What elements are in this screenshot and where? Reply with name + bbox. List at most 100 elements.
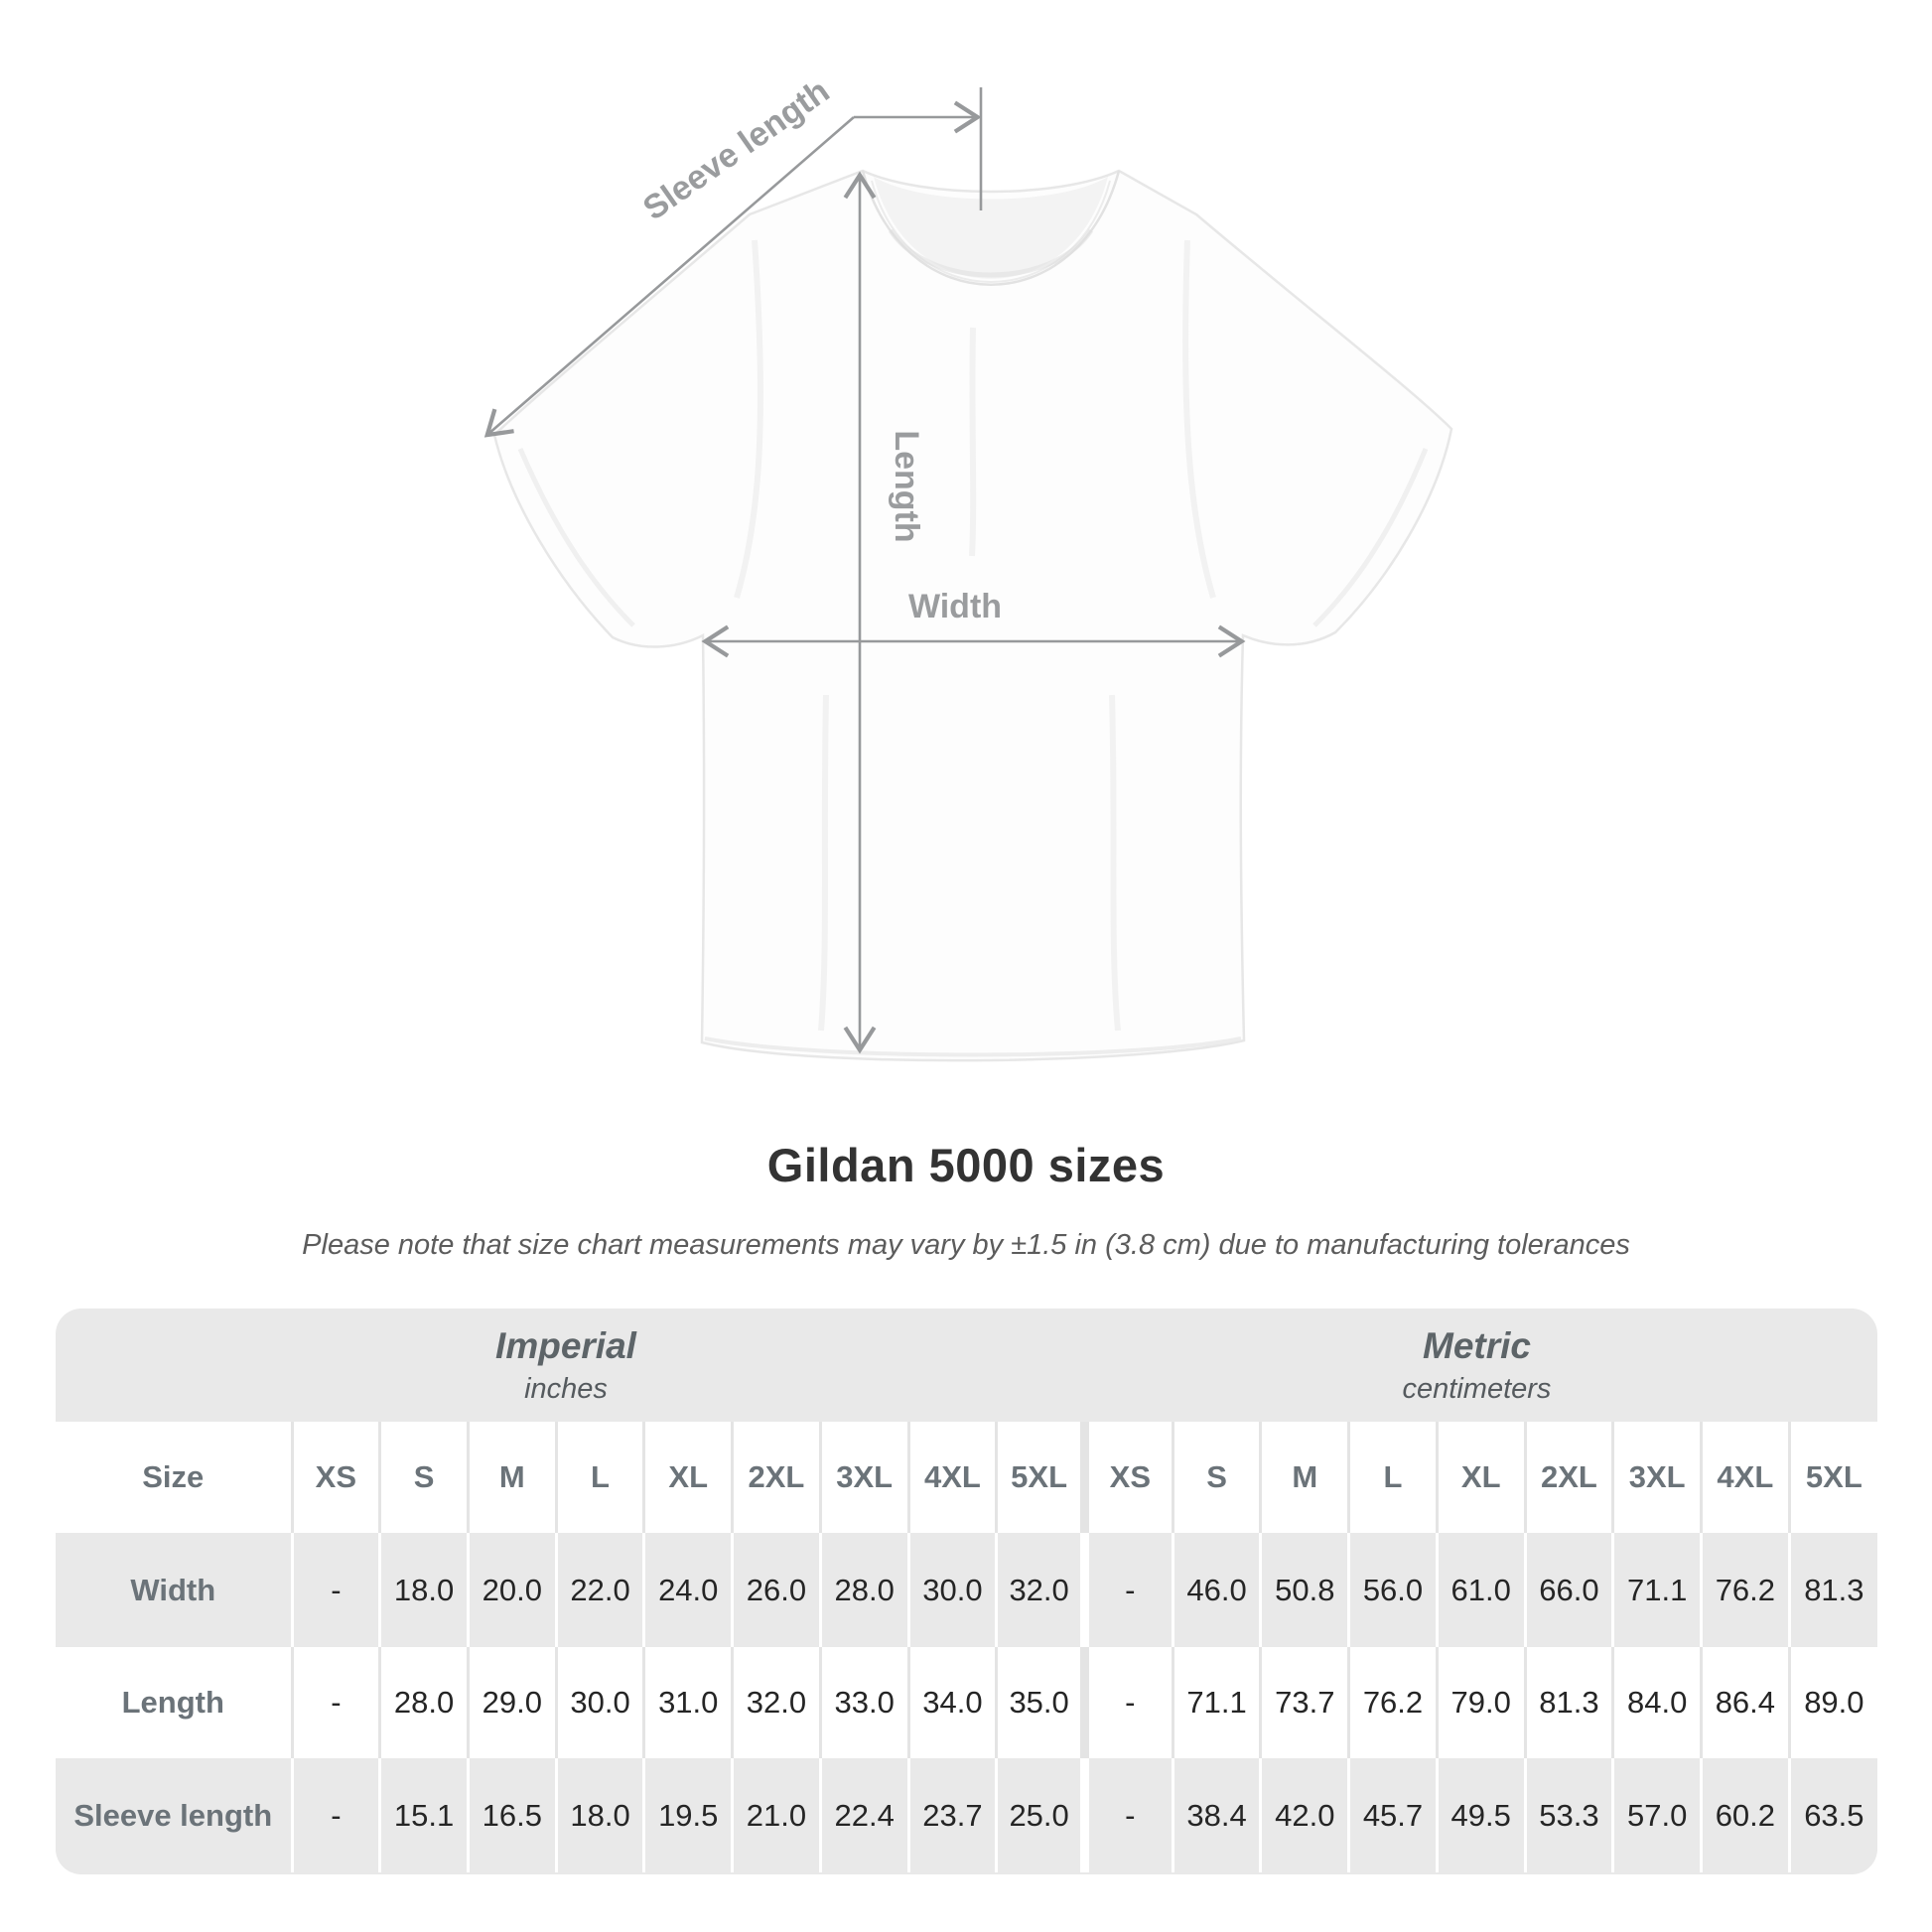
fabric-folds [734,239,1216,1032]
measurement-cell: 28.0 [818,1533,909,1647]
row-label: Length [56,1647,292,1758]
length-label: Length [888,430,925,542]
measurement-cell: 50.8 [1259,1533,1349,1647]
measurement-cell: 32.0 [995,1533,1085,1647]
measurement-cell: 18.0 [378,1533,469,1647]
size-header-cell: M [1259,1422,1349,1533]
measurement-cell: 76.2 [1347,1647,1438,1758]
size-header-cell: 4XL [906,1422,997,1533]
measurement-cell: - [1079,1533,1173,1647]
width-label: Width [908,588,1002,625]
table-body: Width -18.0 20.0 22.0 24.0 26.0 28.0 30.0 32.0-4… [56,1533,1877,1872]
measurement-cell: 71.1 [1171,1647,1261,1758]
measurement-cell: 73.7 [1259,1647,1349,1758]
measurement-cell: 34.0 [906,1647,997,1758]
measurement-cell: - [290,1647,380,1758]
measurement-cell: - [1079,1647,1173,1758]
measurement-cell: 19.5 [642,1758,733,1872]
measurements-table: Size XS S M L XL 2XL 3XL 4XL 5XL XS S M L XL 2XL 3XL 4XL… [56,1422,1877,1872]
measurement-cell: 22.0 [554,1533,644,1647]
measurement-cell: 79.0 [1435,1647,1526,1758]
measurement-cell: 60.2 [1700,1758,1790,1872]
collar-opening [874,177,1108,279]
size-header-cell: M [466,1422,557,1533]
measurement-cell: 28.0 [378,1647,469,1758]
row-label: Sleeve length [56,1758,292,1872]
measurement-cell: - [290,1758,380,1872]
unit-band: Imperial inches Metric centimeters [56,1309,1877,1422]
measurement-cell: 24.0 [642,1533,733,1647]
size-header-cell: XS [1079,1422,1173,1533]
measurement-cell: 32.0 [731,1647,821,1758]
sleeve-length-arrow [483,87,983,438]
measurement-cell: 42.0 [1259,1758,1349,1872]
measurement-cell: - [1079,1758,1173,1872]
measurement-cell: 38.4 [1171,1758,1261,1872]
measurement-cell: 86.4 [1700,1647,1790,1758]
size-header-cell: S [378,1422,469,1533]
size-header-cell: 2XL [731,1422,821,1533]
measurement-cell: 61.0 [1435,1533,1526,1647]
measurement-cell: 81.3 [1523,1647,1613,1758]
measurement-cell: 84.0 [1611,1647,1702,1758]
measurement-cell: 23.7 [906,1758,997,1872]
measurement-cell: 81.3 [1787,1533,1877,1647]
size-header-cell: 3XL [818,1422,909,1533]
size-header-cell: L [554,1422,644,1533]
measurement-cell: 45.7 [1347,1758,1438,1872]
size-header-cell: 5XL [995,1422,1085,1533]
measurement-cell: 26.0 [731,1533,821,1647]
measurement-cell: 71.1 [1611,1533,1702,1647]
table-header-row: Size XS S M L XL 2XL 3XL 4XL 5XL XS S M L XL 2XL 3XL 4XL… [56,1422,1877,1533]
measurement-cell: 30.0 [554,1647,644,1758]
size-chart-table: Imperial inches Metric centimeters Size … [56,1309,1877,1874]
size-header-cell: 5XL [1787,1422,1877,1533]
size-column-header: Size [56,1422,292,1533]
table-row: Sleeve length -15.1 16.5 18.0 19.5 21.0 22.4 23… [56,1758,1877,1872]
measurement-cell: 20.0 [466,1533,557,1647]
size-header-cell: XS [290,1422,380,1533]
measurement-cell: 46.0 [1171,1533,1261,1647]
size-header-cell: S [1171,1422,1261,1533]
table-row: Length -28.0 29.0 30.0 31.0 32.0 33.0 34.0 35.0-… [56,1647,1877,1758]
table-row: Width -18.0 20.0 22.0 24.0 26.0 28.0 30.0 32.0-4… [56,1533,1877,1647]
measurement-cell: 15.1 [378,1758,469,1872]
measurement-cell: 76.2 [1700,1533,1790,1647]
measurement-cell: 53.3 [1523,1758,1613,1872]
measurement-cell: 56.0 [1347,1533,1438,1647]
imperial-unit: inches [524,1372,608,1405]
measurement-cell: 33.0 [818,1647,909,1758]
measurement-cell: 35.0 [995,1647,1085,1758]
size-header-cell: 3XL [1611,1422,1702,1533]
measurement-cell: 30.0 [906,1533,997,1647]
metric-title: Metric [1423,1324,1531,1366]
row-label: Width [56,1533,292,1647]
measurement-cell: 89.0 [1787,1647,1877,1758]
measurement-cell: 31.0 [642,1647,733,1758]
size-header-cell: XL [1435,1422,1526,1533]
imperial-title: Imperial [495,1324,636,1366]
imperial-section-header: Imperial inches [56,1309,1076,1422]
tshirt-image [492,169,1453,1062]
size-header-cell: XL [642,1422,733,1533]
page-title: Gildan 5000 sizes [766,1139,1166,1191]
size-header-cell: L [1347,1422,1438,1533]
measurement-cell: 18.0 [554,1758,644,1872]
measurement-cell: 21.0 [731,1758,821,1872]
metric-section-header: Metric centimeters [1076,1309,1877,1422]
measurement-cell: 49.5 [1435,1758,1526,1872]
measurement-cell: 66.0 [1523,1533,1613,1647]
measurement-cell: - [290,1533,380,1647]
size-header-cell: 2XL [1523,1422,1613,1533]
measurement-cell: 29.0 [466,1647,557,1758]
metric-unit: centimeters [1402,1372,1552,1405]
size-header-cell: 4XL [1700,1422,1790,1533]
measurement-cell: 63.5 [1787,1758,1877,1872]
measurement-cell: 22.4 [818,1758,909,1872]
tshirt-measurement-diagram: Sleeve length Length Width [483,72,1453,1062]
tolerance-note: Please note that size chart measurements… [302,1229,1630,1261]
measurement-cell: 16.5 [466,1758,557,1872]
measurement-cell: 25.0 [995,1758,1085,1872]
measurement-cell: 57.0 [1611,1758,1702,1872]
